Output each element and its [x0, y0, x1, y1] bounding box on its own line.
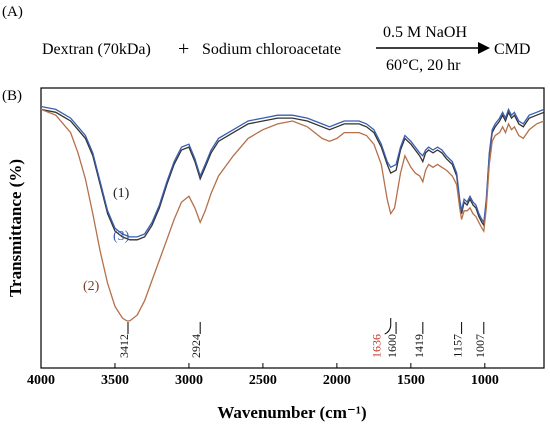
panel-a-label: (A) [2, 4, 23, 20]
series-label-3: (2) [83, 279, 100, 294]
reaction-condition-base: 0.5 M NaOH [383, 24, 467, 41]
peak-label-1600: 1600 [385, 334, 399, 358]
x-tick-label: 1500 [397, 373, 425, 388]
plus-sign: + [178, 38, 189, 60]
x-axis-ticks: 4000 3500 3000 2500 2000 1500 1000 [27, 363, 499, 388]
peak-label-3412: 3412 [117, 334, 131, 358]
x-tick-label: 2000 [323, 373, 351, 388]
x-tick-label: 3500 [101, 373, 129, 388]
y-axis-title: Transmittance (%) [6, 159, 25, 297]
peak-leader [384, 318, 392, 335]
peak-label-1419: 1419 [412, 334, 426, 358]
reaction-arrow-head [478, 42, 490, 54]
series-group [40, 105, 545, 322]
reactant-chloroacetate: Sodium chloroacetate [202, 41, 341, 58]
series-label-2: (3) [113, 229, 130, 244]
x-axis-title: Wavenumber (cm⁻¹) [217, 403, 366, 422]
peak-label-1157: 1157 [451, 334, 465, 358]
product-cmd: CMD [494, 41, 530, 58]
peak-annotations: 3412 2924 1636 1600 1419 1157 1007 [117, 318, 487, 358]
plot-frame [40, 87, 545, 369]
series-label-1: (1) [113, 186, 130, 201]
peak-label-2924: 2924 [189, 334, 203, 358]
series-labels: (1) (3) (2) [83, 186, 130, 294]
chart-b: (B) 3412 2924 1636 1600 1419 1157 1007 4000 350… [2, 87, 545, 422]
x-tick-label: 1000 [471, 373, 499, 388]
series-line-3 [40, 105, 545, 238]
panel-b-label: (B) [2, 88, 22, 104]
reaction-condition-temp: 60°C, 20 hr [386, 57, 461, 74]
reactant-dextran: Dextran (70kDa) [42, 41, 151, 58]
x-tick-label: 2500 [249, 373, 277, 388]
x-tick-label: 4000 [27, 373, 55, 388]
series-line-1 [40, 108, 545, 241]
x-tick-label: 3000 [175, 373, 203, 388]
reaction-scheme: (A) Dextran (70kDa) + Sodium chloroaceta… [2, 4, 530, 74]
peak-label-1636: 1636 [370, 334, 384, 358]
peak-label-1007: 1007 [473, 334, 487, 358]
series-line-2 [40, 108, 545, 322]
